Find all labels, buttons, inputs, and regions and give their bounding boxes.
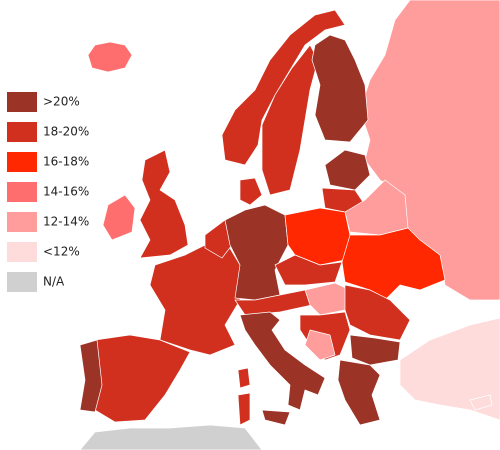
region	[311, 34, 369, 143]
legend-swatch	[7, 152, 37, 172]
region	[237, 367, 251, 389]
region	[87, 41, 133, 73]
region	[79, 424, 263, 450]
region	[399, 317, 500, 421]
region	[239, 177, 263, 206]
legend-label: <12%	[43, 245, 80, 259]
legend-label: 18-20%	[43, 125, 89, 139]
legend-label: >20%	[43, 95, 80, 109]
region	[469, 394, 493, 411]
region	[239, 311, 326, 411]
region	[337, 359, 381, 426]
region	[304, 282, 351, 316]
legend-swatch	[7, 122, 37, 142]
region	[139, 149, 189, 259]
region	[324, 149, 371, 191]
legend-swatch	[7, 212, 37, 232]
region	[224, 204, 289, 301]
region	[341, 227, 446, 301]
region	[274, 254, 343, 286]
regions	[79, 0, 500, 450]
region	[149, 239, 241, 356]
region	[237, 392, 251, 426]
legend-label: 14-16%	[43, 185, 89, 199]
region	[79, 339, 103, 413]
region	[261, 44, 319, 196]
region	[344, 284, 411, 341]
region	[204, 219, 233, 259]
region	[261, 409, 291, 426]
legend-label: N/A	[43, 275, 65, 289]
region	[304, 329, 336, 361]
region	[94, 334, 191, 423]
legend: >20% 18-20% 16-18% 14-16% 12-14% <12% N/A	[7, 92, 89, 292]
legend-swatch	[7, 242, 37, 262]
region	[221, 9, 346, 166]
legend-label: 16-18%	[43, 155, 89, 169]
region	[344, 179, 409, 236]
legend-swatch	[7, 272, 37, 292]
legend-swatch	[7, 92, 37, 112]
legend-label: 12-14%	[43, 215, 89, 229]
region	[349, 334, 401, 366]
legend-swatch	[7, 182, 37, 202]
region	[102, 194, 136, 241]
